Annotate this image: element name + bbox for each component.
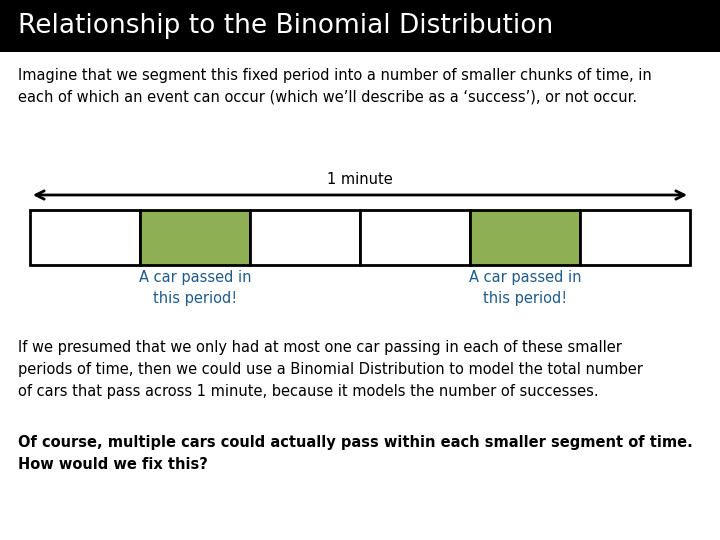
- Text: Of course, multiple cars could actually pass within each smaller segment of time: Of course, multiple cars could actually …: [18, 435, 693, 472]
- Text: A car passed in
this period!: A car passed in this period!: [469, 270, 581, 306]
- Text: Imagine that we segment this fixed period into a number of smaller chunks of tim: Imagine that we segment this fixed perio…: [18, 68, 652, 104]
- Text: 1 minute: 1 minute: [327, 172, 393, 187]
- Text: If we presumed that we only had at most one car passing in each of these smaller: If we presumed that we only had at most …: [18, 340, 643, 400]
- Text: A car passed in
this period!: A car passed in this period!: [139, 270, 251, 306]
- Text: Relationship to the Binomial Distribution: Relationship to the Binomial Distributio…: [18, 13, 553, 39]
